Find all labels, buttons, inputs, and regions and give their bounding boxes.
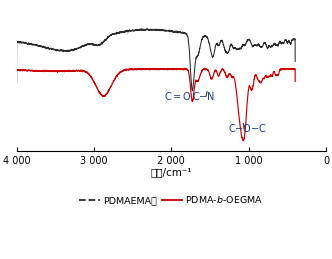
X-axis label: 波数/cm⁻¹: 波数/cm⁻¹	[151, 168, 192, 177]
Text: C$-$O$-$C: C$-$O$-$C	[228, 121, 267, 134]
Text: C$-$N: C$-$N	[192, 90, 215, 102]
Legend: PDMAEMA；, PDMA-$b$-OEGMA: PDMAEMA；, PDMA-$b$-OEGMA	[76, 190, 267, 209]
Text: C$=$O: C$=$O	[164, 90, 192, 102]
